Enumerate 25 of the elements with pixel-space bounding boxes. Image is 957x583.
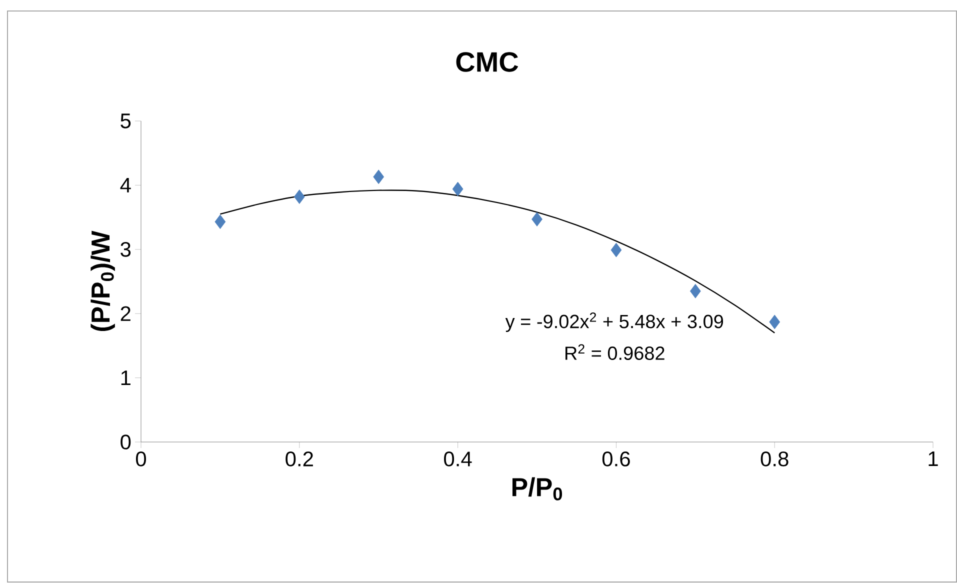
y-tick-label: 1 — [121, 370, 130, 386]
x-tick-label: 0 — [136, 452, 146, 466]
y-tick-label: 2 — [120, 306, 130, 321]
point — [690, 284, 701, 298]
point — [452, 182, 464, 196]
x-axis-title: P/P$_{0}$ — [512, 477, 562, 500]
x-tick-label: 0.2 — [286, 452, 313, 466]
y-tick-label: 5 — [120, 114, 131, 128]
point — [373, 170, 384, 184]
x-tick-label: 1 — [928, 452, 938, 466]
point — [294, 190, 305, 204]
x-tick-label: 0.8 — [760, 452, 788, 466]
annotation: y = -9.02x$^{2}$ + 5.48x + 3.09 — [505, 312, 724, 332]
point — [610, 242, 622, 258]
annotation: R$^{2}$ = 0.9682 — [565, 344, 664, 360]
point — [532, 212, 542, 226]
y-tick-label: 3 — [120, 242, 131, 257]
point — [769, 314, 780, 330]
chart-title: CMC — [456, 52, 518, 72]
y-tick-label: 0 — [120, 434, 131, 450]
y-tick-label: 4 — [120, 178, 131, 192]
x-tick-label: 0.6 — [602, 452, 630, 466]
x-tick-label: 0.4 — [444, 452, 472, 466]
point — [214, 214, 226, 229]
y-axis-title: (P/P$_{0}$)/W — [90, 230, 115, 331]
